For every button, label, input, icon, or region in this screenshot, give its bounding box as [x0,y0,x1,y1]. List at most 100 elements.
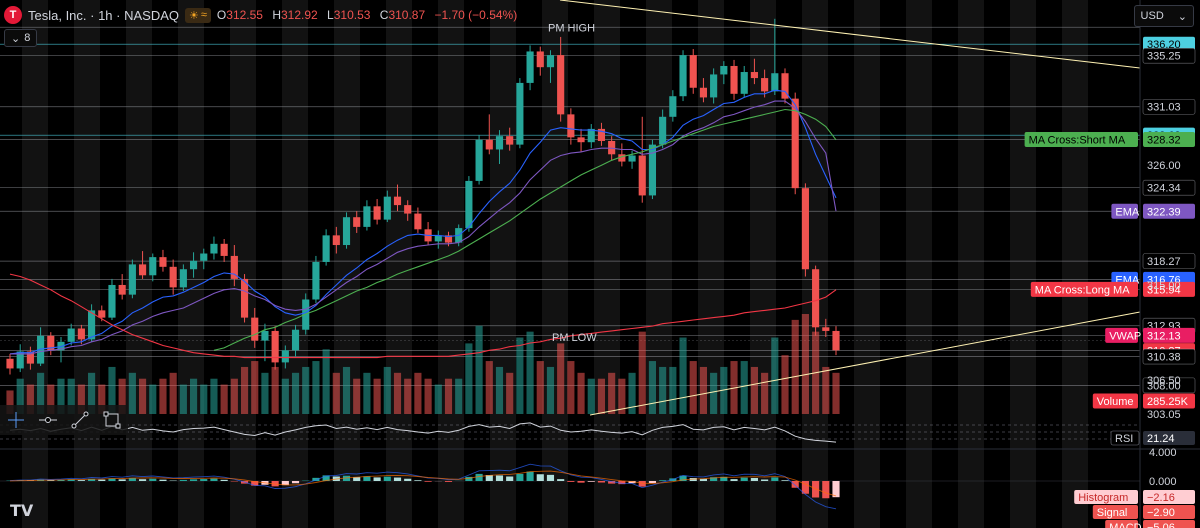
volume-bar [720,366,728,414]
volume-bar [669,366,677,414]
candle-body [179,269,187,288]
market-session-icon[interactable]: ☀ ≈ [185,7,211,23]
crosshair-icon [8,412,24,428]
volume-bar [832,372,840,414]
axis-label-text: 308.00 [1147,380,1181,392]
candle-body [679,55,687,97]
macd-bar [108,478,116,481]
volume-bar [557,343,565,414]
volume-bar [455,378,463,414]
candles [6,18,840,375]
axis-badge [1143,393,1195,409]
macd-legend-value-bg [1143,490,1195,504]
candle-body [353,217,361,227]
pm-high-label: PM HIGH [548,22,595,34]
macd-legend-value-bg [1143,520,1195,528]
candle-body [169,266,177,288]
axis-label-text: 315.00 [1147,280,1181,292]
candle-body [251,317,259,341]
macd-bar [57,479,65,481]
macd-bar [587,481,595,482]
macd-bar [516,473,524,481]
volume-bar [57,378,65,414]
macd-bar [659,480,667,481]
macd-bar [363,476,371,481]
candle-body [659,116,667,145]
macd-bar [149,478,157,481]
axis-label-text: 285.25K [1147,396,1189,408]
symbol-title[interactable]: Tesla, Inc. · 1h · NASDAQ [28,7,179,23]
volume-bar [740,361,748,414]
rectangle-tool-button[interactable] [96,405,128,435]
axis-badge [1143,132,1195,148]
candle-body [444,235,453,243]
macd-legend-name: MACD [1109,522,1141,528]
volume-bar [618,378,626,414]
close-label: C [379,8,389,22]
session-band [438,0,464,528]
close-value: 310.87 [388,8,426,22]
macd-bar [475,473,483,481]
indicator-lines [9,89,837,359]
ohlc-readout: O312.55 H312.92 L310.53 C310.87 −1.70 (−… [217,8,517,22]
axis-label-text: 322.39 [1147,206,1181,218]
volume-bar [587,378,595,414]
macd-bar [546,474,555,481]
candle-body [506,136,514,145]
candle-body [383,196,391,220]
macd-zero-label: 0.000 [1149,476,1177,488]
indicators-toggle[interactable]: ⌄ 8 [4,29,38,47]
volume-bar [138,378,147,414]
volume-bar [200,384,208,414]
session-band [386,0,412,528]
axis-label-text: 326.00 [1147,160,1181,172]
axis-label-text: 335.25 [1147,51,1181,63]
volume-bar [761,372,769,414]
candle-body [781,73,789,99]
macd-legend-tag [1092,505,1138,519]
candle-body [567,114,575,138]
candle-body [128,264,136,295]
cutoff-tick: 303.05 [1147,409,1181,421]
candle-body [271,330,279,363]
session-band [282,0,308,528]
macd-bar [404,478,412,481]
series-tag-badge [1105,327,1138,343]
volume-bar [108,366,116,414]
macd-bar [679,475,687,481]
volume-bar [750,366,758,414]
session-band [854,0,880,528]
rsi-value-badge [1143,431,1195,445]
volume-bar [567,361,575,414]
axis-badge [1142,253,1196,269]
series-line-2 [213,108,837,351]
volume-bar [47,384,55,414]
volume-bar [332,372,340,414]
horizontal-line-tool-button[interactable] [32,405,64,435]
macd-bar [506,476,514,481]
macd-bar [822,481,830,499]
currency-select[interactable]: USD ⌄ [1133,5,1194,27]
volume-bar [526,331,534,414]
macd-bar [781,480,789,481]
volume-bar [189,378,198,414]
volume-bar [128,372,136,414]
axis-label-text: 324.34 [1147,183,1181,195]
volume-bar [220,384,228,414]
macd-bar [414,480,422,481]
session-band [646,0,672,528]
macd-bar [638,481,646,487]
volume-bar [597,378,606,414]
tradingview-logo: TV [10,501,34,520]
macd-bar [801,481,809,494]
macd-bar [281,481,289,486]
trend-line-tool-button[interactable] [64,405,96,435]
macd-bar [761,479,769,481]
crosshair-tool-button[interactable] [0,405,32,435]
macd-bar [567,481,575,482]
volume-bar [281,378,289,414]
macd-bar [557,479,565,481]
candle-body [771,73,779,92]
trend-line-icon [71,411,89,429]
